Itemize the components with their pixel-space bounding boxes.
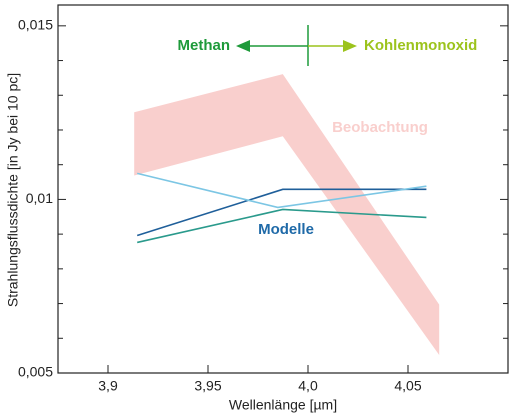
plot-frame	[57, 4, 509, 374]
arrow-right-head	[343, 40, 357, 52]
x-tick-label: 4,05	[394, 378, 421, 394]
arrow-left-head	[236, 40, 250, 52]
arrow-left-label: Methan	[178, 37, 231, 54]
x-tick-label: 3,9	[98, 378, 118, 394]
x-tick-label: 4,0	[298, 378, 318, 394]
band-label: Beobachtung	[332, 119, 428, 136]
y-tick-label: 0,01	[26, 190, 53, 206]
model-line	[137, 208, 427, 244]
model-line	[137, 172, 427, 209]
models-label: Modelle	[258, 221, 314, 238]
x-tick-label: 3,95	[194, 378, 221, 394]
model-line	[136, 188, 427, 237]
y-tick-label: 0,005	[18, 364, 53, 380]
x-axis-label: Wellenlänge [µm]	[229, 397, 337, 413]
y-tick-label: 0,015	[18, 17, 53, 33]
y-axis-label: Strahlungsflussdichte [in Jy bei 10 pc]	[5, 73, 21, 307]
arrow-right-label: Kohlenmonoxid	[364, 37, 477, 54]
observation-band	[134, 74, 440, 355]
